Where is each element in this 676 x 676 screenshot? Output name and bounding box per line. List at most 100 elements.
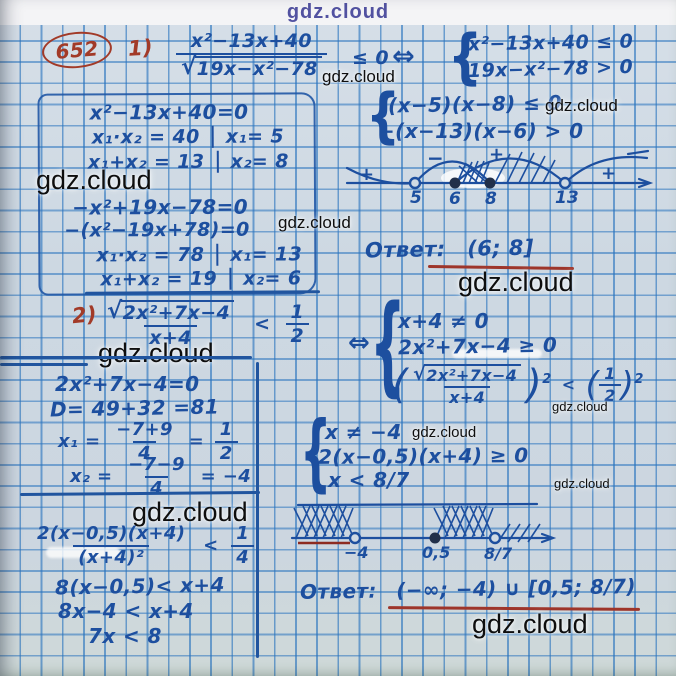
part2-system2-line3: x < 8/7	[328, 468, 410, 492]
system2b-brace: {	[300, 405, 332, 502]
part2-main-inequality: √ 2x²+7x−4 x+4 < 1 2	[102, 300, 310, 349]
work-lhs-fraction: 2(x−0,5)(x+4) (x+4)²	[37, 523, 186, 568]
closed-point-6	[449, 177, 461, 189]
watermark: gdz.cloud	[472, 609, 588, 639]
sign-curve-left	[345, 166, 417, 185]
watermark: gdz.cloud	[552, 399, 608, 414]
watermark: gdz.cloud	[132, 497, 248, 527]
part1-system-line2: 19x−x²−78 > 0	[467, 55, 634, 83]
squared-lhs-num: √ 2x²+7x−4	[408, 364, 526, 386]
sign-curve-5-8	[413, 160, 492, 185]
part2-system2-line2: 2(x−0,5)(x+4) ≥ 0	[317, 443, 529, 469]
one-quarter-fraction: 1 4	[231, 524, 255, 568]
axis-label-minus4: −4	[344, 543, 369, 562]
hatch-mid-region	[433, 505, 494, 539]
part2-system1-line1: x+4 ≠ 0	[398, 309, 489, 333]
axis-label-87: 8/7	[484, 544, 513, 563]
part2-numerator: √ 2x²+7x−4	[102, 300, 239, 325]
top-strip: gdz.cloud	[0, 0, 676, 25]
watermark: gdz.cloud	[322, 67, 395, 86]
radical-icon: √	[181, 53, 197, 80]
part1-main-inequality: x²−13x+40 √ 19x−x²−78	[176, 31, 327, 80]
system2a-brace: {	[370, 282, 406, 408]
factored-line1: (x−5)(x−8) ≤ 0	[387, 90, 563, 118]
open-point-87	[488, 531, 502, 545]
number-line-2: −4 0,5 8/7	[290, 502, 557, 563]
answer2-label: Ответ:	[299, 578, 378, 604]
iff-arrow-2: ⇔	[348, 328, 371, 358]
axis-arrow-icon	[637, 177, 654, 189]
answer1-label: Ответ:	[364, 237, 446, 263]
hatch-6-8	[456, 160, 490, 184]
correction-smudge	[46, 547, 120, 558]
part1-numerator: x²−13x+40	[190, 30, 312, 52]
answer1: Ответ: (6; 8]	[365, 236, 534, 263]
watermark: gdz.cloud	[98, 338, 214, 368]
number-line-1: 5 6 8 13 + − + +	[345, 144, 654, 209]
answer1-value: (6; 8]	[467, 235, 534, 261]
radical-icon: √	[413, 361, 427, 385]
axis-label-6: 6	[449, 189, 461, 209]
watermark: gdz.cloud	[554, 476, 610, 491]
box-row1: x₁·x₂ = 40 x₁= 5	[91, 125, 285, 149]
hatch-8-13	[494, 151, 556, 184]
one-half-fraction: 1 2	[599, 365, 621, 404]
part2-main-fraction: √ 2x²+7x−4 x+4	[102, 300, 239, 349]
part2-system1-line2: 2x²+7x−4 ≥ 0	[397, 332, 558, 360]
sign-plus-left: +	[359, 164, 374, 185]
box-row3: x₁·x₂ = 78 x₁= 13	[96, 243, 303, 267]
problem-number: 652	[54, 36, 100, 64]
sign-plus-mid: +	[489, 144, 504, 165]
open-point-13	[558, 176, 572, 190]
open-point-minus4	[348, 531, 362, 545]
sign-plus-right: +	[601, 163, 616, 184]
open-point-5	[408, 176, 422, 190]
paren-close: )	[526, 362, 543, 408]
box-line3: −(x²−19x+78)=0	[64, 218, 250, 242]
system1-brace: {	[448, 22, 483, 92]
less-than: <	[254, 313, 271, 336]
watermark: gdz.cloud	[412, 424, 477, 441]
axis-label-8: 8	[485, 189, 497, 209]
sqrt-expression: √ 2x²+7x−4	[107, 300, 235, 324]
one-half-fraction: 1 2	[285, 301, 310, 348]
stray-stroke	[626, 149, 650, 156]
part2-system2-line1: x ≠ −4	[325, 420, 402, 444]
factored-line2: −(x−13)(x−6) > 0	[378, 119, 584, 143]
box-row4: x₁+x₂ = 19 x₂= 6	[100, 267, 302, 291]
less-than: <	[561, 374, 576, 394]
axis-label-13: 13	[555, 188, 579, 208]
paren-open: (	[392, 362, 409, 408]
correction-smudge	[452, 349, 542, 358]
quad-line2: D= 49+32 =81	[49, 394, 220, 422]
graph-paper-grid	[0, 25, 676, 676]
site-watermark-top: gdz.cloud	[286, 1, 390, 23]
exponent: 2	[634, 372, 644, 388]
quad-line1: 2x²+7x−4=0	[55, 372, 200, 396]
watermark: gdz.cloud	[278, 213, 351, 232]
paren-open: (	[585, 365, 600, 405]
part1-denominator: √ 19x−x²−78	[176, 52, 327, 80]
part2-label: 2)	[70, 301, 99, 329]
part1-system-line1: x²−13x+40 ≤ 0	[467, 30, 634, 56]
factored-brace: {	[366, 81, 401, 151]
closed-point-8	[484, 177, 496, 189]
divider-part2-b	[0, 363, 88, 366]
answer2-value: (−∞; −4) ∪ [0,5; 8/7)	[395, 574, 637, 603]
watermark: gdz.cloud	[36, 165, 152, 195]
watermark: gdz.cloud	[545, 96, 618, 115]
squared-lhs-fraction: √ 2x²+7x−4 x+4	[408, 364, 526, 406]
box-line2: −x²+19x−78=0	[72, 194, 249, 220]
part1-label: 1)	[127, 35, 154, 61]
part1-relation: ≤ 0	[352, 47, 389, 69]
work-step3: 7x < 8	[88, 624, 162, 648]
work-step2: 8x−4 < x+4	[58, 599, 194, 623]
work-step1: 8(x−0,5)< x+4	[54, 572, 225, 600]
sqrt-expression: √ 19x−x²−78	[181, 56, 322, 80]
box-line1: x²−13x+40=0	[89, 99, 249, 125]
column-divider	[256, 362, 259, 658]
sign-minus: −	[427, 146, 444, 170]
top-boundary-line	[296, 502, 539, 507]
sign-curve-right	[563, 155, 649, 185]
